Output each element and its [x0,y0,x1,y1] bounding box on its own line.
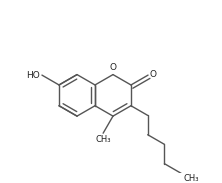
Text: O: O [109,63,117,72]
Text: CH₃: CH₃ [95,135,111,144]
Text: CH₃: CH₃ [183,174,198,183]
Text: HO: HO [26,71,40,80]
Text: O: O [150,70,157,79]
